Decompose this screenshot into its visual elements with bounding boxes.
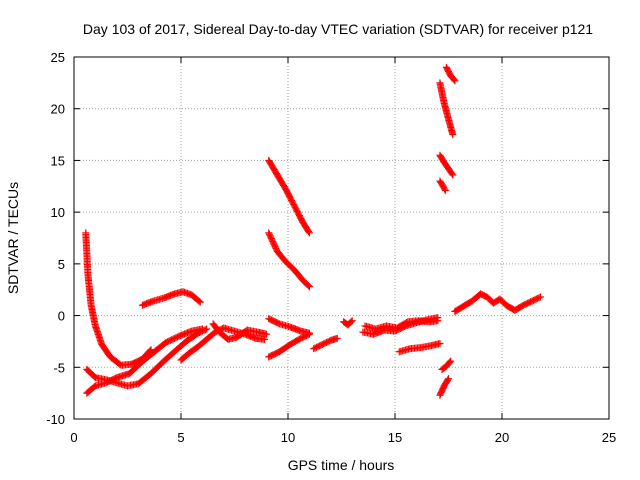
data-point [333,334,341,342]
data-track [265,315,313,337]
data-track [265,330,313,361]
x-axis-label: GPS time / hours [288,457,395,473]
data-point [441,186,449,194]
data-track [442,63,459,85]
data-point [449,171,457,179]
x-tick-label: 10 [281,430,295,445]
data-point [445,375,452,383]
data-track [82,229,155,369]
y-tick-label: 20 [51,102,65,117]
data-point [450,76,458,84]
data-track [83,325,206,397]
data-point [537,293,545,301]
y-tick-label: 10 [51,205,65,220]
data-point [305,283,313,291]
data-point [195,297,203,305]
data-point [447,357,455,365]
data-track [265,156,313,237]
data-point [348,317,356,325]
data-point [305,229,313,237]
data-point [260,335,268,343]
data-track [436,79,457,139]
data-track [340,317,356,329]
data-point [446,358,454,366]
data-track [436,151,457,179]
y-axis-label: SDTVAR / TECUs [5,182,21,294]
chart-title: Day 103 of 2017, Sidereal Day-to-day VTE… [83,21,593,37]
data-track [138,288,204,309]
data-point [198,325,206,333]
x-tick-label: 25 [602,430,616,445]
y-tick-label: -5 [53,360,65,375]
axis-ticks: 0 5 10 15 20 25 -10 -5 0 5 10 15 20 25 [46,50,616,445]
data-point [451,77,459,85]
data-point [305,330,313,338]
data-track [436,177,449,194]
y-tick-label: 25 [51,50,65,65]
data-track [436,375,452,399]
data-point [196,298,204,306]
data-point [347,318,355,326]
x-tick-label: 0 [70,430,77,445]
grid [74,57,609,419]
y-tick-label: -10 [46,412,65,427]
data-point [448,170,456,178]
data-point [441,185,449,193]
data-point [263,330,271,338]
x-tick-label: 20 [495,430,509,445]
y-tick-label: 5 [58,257,65,272]
data-point [304,282,312,290]
data-point [305,228,313,236]
data-track [395,339,444,356]
x-tick-label: 15 [388,430,402,445]
y-tick-label: 0 [58,309,65,324]
y-tick-label: 15 [51,153,65,168]
data-points [82,63,545,399]
data-point [304,331,312,339]
plot-frame [73,56,610,420]
data-point [535,294,543,302]
data-track [361,317,442,333]
data-track [438,357,455,373]
data-track [265,229,313,291]
data-track [451,290,545,315]
data-point [434,317,442,325]
data-point [449,131,457,139]
data-point [436,339,444,347]
data-track [209,320,271,343]
x-tick-label: 5 [177,430,184,445]
data-point [444,376,452,384]
data-track [310,334,341,353]
